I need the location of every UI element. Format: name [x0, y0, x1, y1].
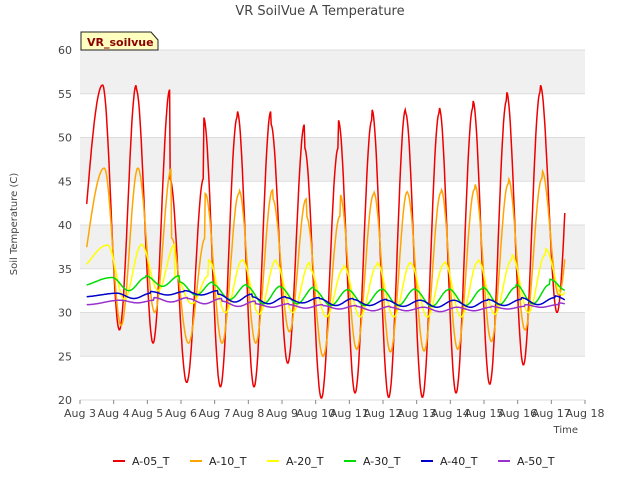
legend-label: A-20_T	[286, 455, 324, 468]
legend-label: A-10_T	[209, 455, 247, 468]
series-line-a-20-t	[86, 242, 566, 318]
legend-label: A-50_T	[517, 455, 555, 468]
y-tick-label: 20	[58, 394, 72, 407]
plot-band	[80, 312, 585, 357]
x-tick-label: Aug 6	[165, 407, 197, 420]
series-line-a-30-t	[86, 275, 566, 308]
legend-label: A-40_T	[440, 455, 478, 468]
x-tick-label: Aug 4	[98, 407, 130, 420]
x-tick-label: Aug 5	[131, 407, 163, 420]
y-axis-ticks: 20 25 30 35 40 45 50 55 60	[58, 44, 72, 407]
x-tick-label: Aug 17	[532, 407, 571, 420]
series-line-a-10-t	[85, 167, 566, 358]
y-tick-label: 40	[58, 219, 72, 232]
y-axis-label: Soil Temperature (C)	[9, 173, 20, 276]
x-tick-label: Aug 18	[566, 407, 605, 420]
series-line-a-40-t	[86, 289, 566, 309]
x-tick-label: Aug 12	[364, 407, 403, 420]
x-tick-label: Aug 11	[330, 407, 369, 420]
x-tick-label: Aug 10	[296, 407, 335, 420]
y-tick-label: 50	[58, 132, 72, 145]
chart-title: VR SoilVue A Temperature	[235, 4, 404, 19]
x-tick-label: Aug 9	[266, 407, 298, 420]
plot-band	[80, 50, 585, 94]
y-tick-label: 25	[58, 350, 72, 363]
y-tick-label: 55	[58, 88, 72, 101]
series-line-a-05-t	[85, 84, 566, 399]
site-badge-label: VR_soilvue	[87, 36, 154, 49]
plot-band	[80, 137, 585, 182]
x-tick-label: Aug 16	[498, 407, 537, 420]
series-lines	[85, 84, 566, 399]
x-axis-label: Time	[553, 425, 578, 436]
site-badge: VR_soilvue	[80, 31, 159, 51]
x-tick-label: Aug 13	[397, 407, 436, 420]
y-tick-label: 35	[58, 263, 72, 276]
series-line-a-50-t	[86, 296, 566, 313]
y-tick-label: 45	[58, 175, 72, 188]
x-tick-label: Aug 3	[64, 407, 96, 420]
grid-lines	[80, 49, 585, 401]
x-tick-label: Aug 14	[431, 407, 470, 420]
x-tick-label: Aug 8	[232, 407, 264, 420]
y-tick-label: 30	[58, 307, 72, 320]
x-tick-label: Aug 15	[465, 407, 504, 420]
legend-label: A-30_T	[363, 455, 401, 468]
y-tick-label: 60	[58, 44, 72, 57]
legend-label: A-05_T	[132, 455, 170, 468]
x-tick-label: Aug 7	[199, 407, 231, 420]
legend: A-05_T A-10_T A-20_T A-30_T A-40_T A-50_T	[113, 455, 555, 468]
